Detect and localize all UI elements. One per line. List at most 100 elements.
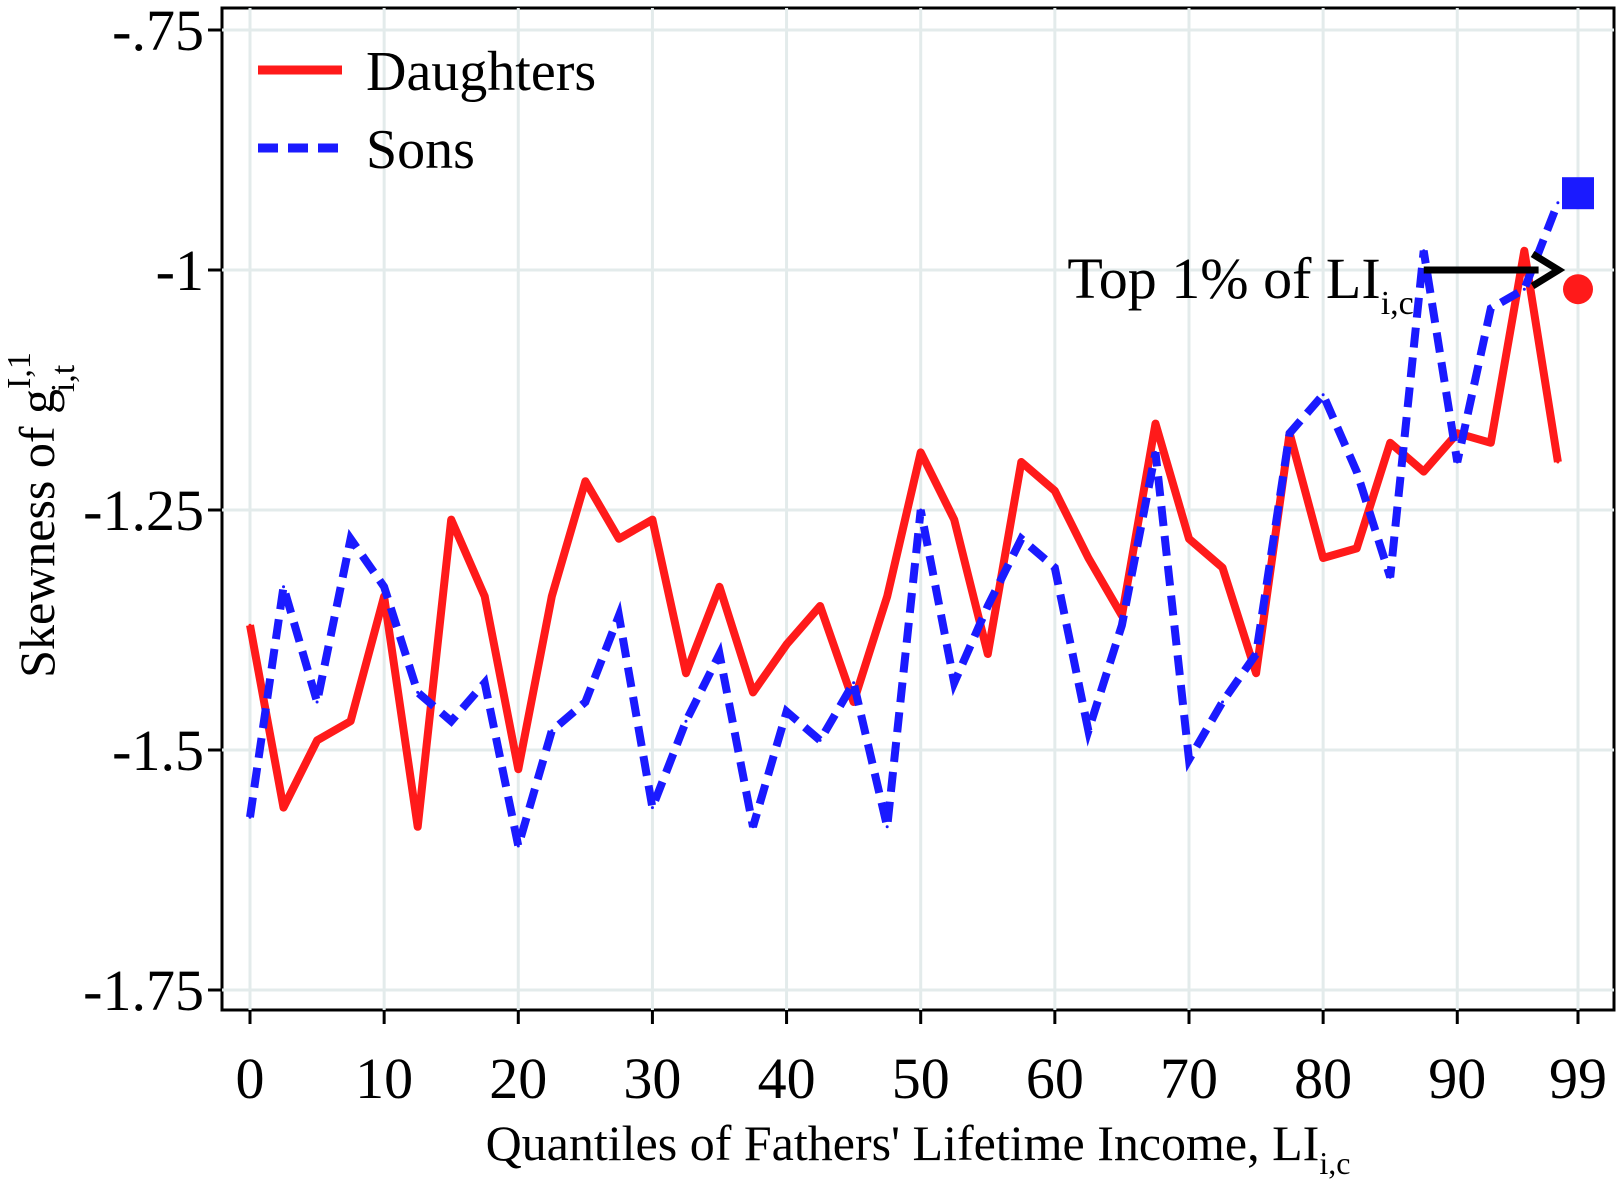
x-tick-label: 70 (1160, 1046, 1218, 1111)
sons-point (818, 738, 822, 742)
y-tick-label: -1.25 (83, 478, 204, 543)
top1-annotation: Top 1% of LIi,c (1067, 246, 1413, 322)
daughters-point (1153, 422, 1157, 426)
sons-point (1522, 287, 1526, 291)
daughters-point (416, 825, 420, 829)
daughters-top1-marker (1563, 274, 1593, 305)
sons-point (919, 508, 923, 512)
y-tick-label: -1.75 (83, 958, 204, 1023)
axes: -.75 -1 -1.25 -1.5 -1.75 0 10 20 30 40 50 60 70 80 90 9… (83, 0, 1607, 1111)
sons-point (650, 806, 654, 810)
sons-point (382, 585, 386, 589)
sons-point (617, 614, 621, 618)
legend-daughters-label: Daughters (366, 41, 596, 103)
x-tick-label: 20 (489, 1046, 547, 1111)
daughters-point (315, 738, 319, 742)
daughters-point (1355, 546, 1359, 550)
sons-point (1288, 431, 1292, 435)
sons-point (1321, 393, 1325, 397)
daughters-point (516, 767, 520, 771)
daughters-point (248, 623, 252, 627)
sons-point (1455, 460, 1459, 464)
daughters-point (583, 479, 587, 483)
x-tick-label: 40 (758, 1046, 816, 1111)
x-tick-label: 50 (892, 1046, 950, 1111)
daughters-point (919, 450, 923, 454)
sons-point (751, 825, 755, 829)
daughters-point (282, 806, 286, 810)
daughters-line (246, 246, 1562, 831)
daughters-point (717, 585, 721, 589)
x-tick-label: 80 (1294, 1046, 1352, 1111)
daughters-point (785, 642, 789, 646)
daughters-point (751, 690, 755, 694)
daughters-point (952, 518, 956, 522)
sons-line (246, 201, 1562, 848)
sons-point (1556, 201, 1560, 205)
daughters-point (1489, 441, 1493, 445)
sons-point (1221, 700, 1225, 704)
daughters-point (617, 537, 621, 541)
daughters-point (885, 594, 889, 598)
daughters-point (1321, 556, 1325, 560)
sons-point (315, 700, 319, 704)
x-axis-title: Quantiles of Fathers' Lifetime Income, L… (486, 1115, 1351, 1181)
daughters-point (1254, 671, 1258, 675)
daughters-point (1422, 470, 1426, 474)
sons-point (1019, 537, 1023, 541)
legend: Daughters Sons (258, 41, 596, 181)
daughters-point (449, 518, 453, 522)
sons-point (416, 690, 420, 694)
sons-point (282, 585, 286, 589)
sons-point (1053, 566, 1057, 570)
sons-point (684, 719, 688, 723)
daughters-point (650, 518, 654, 522)
y-tick-label: -1 (156, 238, 204, 303)
sons-point (516, 844, 520, 848)
annotation-layer: Top 1% of LIi,c (1067, 246, 1566, 322)
y-tick-label: -.75 (112, 0, 204, 63)
x-tick-label: 60 (1026, 1046, 1084, 1111)
daughters-point (1221, 566, 1225, 570)
sons-point (1187, 758, 1191, 762)
daughters-point (483, 594, 487, 598)
daughters-point (550, 594, 554, 598)
sons-point (1254, 652, 1258, 656)
sons-point (583, 700, 587, 704)
sons-point (1120, 623, 1124, 627)
sons-point (785, 710, 789, 714)
y-tick-label: -1.5 (112, 718, 204, 783)
sons-point (1153, 450, 1157, 454)
x-tick-label: 99 (1549, 1046, 1607, 1111)
sons-point (1422, 249, 1426, 253)
daughters-point (986, 652, 990, 656)
sons-point (852, 681, 856, 685)
top1-arrow-head (1530, 251, 1566, 289)
daughters-point (684, 671, 688, 675)
daughters-point (349, 719, 353, 723)
x-tick-label: 90 (1428, 1046, 1486, 1111)
daughters-point (1388, 441, 1392, 445)
daughters-point (1019, 460, 1023, 464)
daughters-point (1086, 556, 1090, 560)
sons-point (717, 652, 721, 656)
sons-point (1489, 306, 1493, 310)
x-tick-label: 30 (623, 1046, 681, 1111)
sons-point (483, 681, 487, 685)
sons-point (349, 537, 353, 541)
daughters-point (1522, 249, 1526, 253)
sons-point (986, 604, 990, 608)
daughters-point (1187, 537, 1191, 541)
sons-point (1355, 470, 1359, 474)
series-layer (246, 177, 1594, 848)
sons-point (1086, 729, 1090, 733)
sons-point (1388, 575, 1392, 579)
y-axis-title: Skewness of gI,1 i,t (1, 352, 82, 678)
daughters-point (1053, 489, 1057, 493)
sons-top1-marker (1562, 177, 1594, 210)
x-tick-label: 0 (236, 1046, 265, 1111)
sons-point (550, 729, 554, 733)
daughters-point (818, 604, 822, 608)
sons-point (248, 815, 252, 819)
